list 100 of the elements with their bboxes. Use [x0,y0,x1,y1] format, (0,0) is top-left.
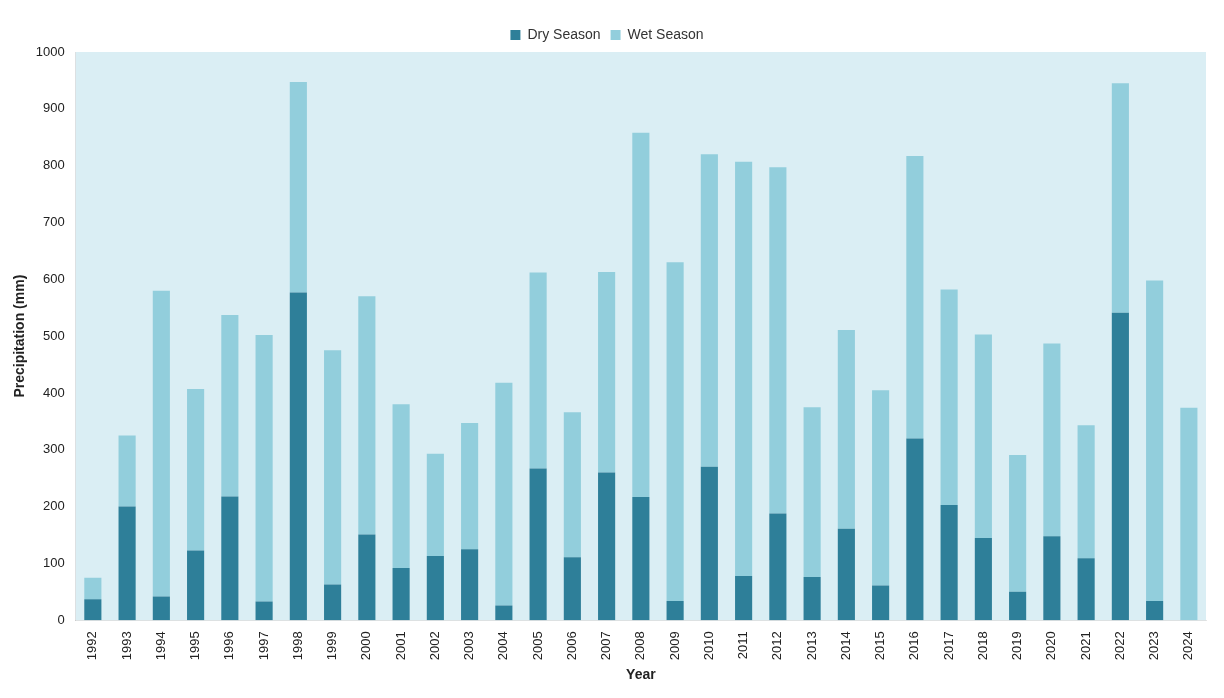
x-tick-label: 2003 [461,631,477,661]
bar [940,504,958,621]
bar [769,513,787,621]
x-tick-label: 2004 [495,631,511,661]
bar [152,290,170,597]
bar [1146,600,1164,621]
bar [632,496,650,621]
bar [906,438,924,621]
bar [598,271,616,473]
bar [1180,407,1198,621]
bar [632,132,650,497]
bar [1077,558,1095,621]
y-tick-label: 500 [43,327,65,343]
x-tick-label: 2019 [1009,631,1025,661]
bar [563,412,581,558]
x-tick-label: 2022 [1111,631,1127,661]
x-tick-label: 2021 [1077,631,1093,661]
bar [152,596,170,621]
x-tick-label: 2002 [426,631,442,661]
legend-label: Wet Season [627,25,704,42]
bar [700,154,718,467]
bar [1009,454,1027,592]
x-tick-label: 1996 [221,631,237,661]
x-tick-label: 2011 [735,631,751,660]
bar [358,534,376,621]
bar [1043,343,1061,537]
y-tick-label: 400 [43,384,65,400]
bar [906,156,924,439]
legend-label: Dry Season [527,25,601,42]
bar [324,350,342,585]
bar [700,466,718,621]
bar [118,435,136,507]
bar [837,528,855,621]
x-tick-label: 2005 [529,631,545,661]
y-tick-label: 100 [43,555,65,571]
bar [1111,312,1129,621]
bar [324,584,342,621]
bar [1043,536,1061,621]
bar [1111,83,1129,313]
bar [803,407,821,578]
x-tick-label: 2010 [700,631,716,661]
x-tick-label: 2012 [769,631,785,661]
x-tick-label: 1999 [324,631,340,661]
x-tick-label: 2008 [632,631,648,661]
bar [426,556,444,621]
x-tick-label: 2015 [872,631,888,661]
x-tick-label: 2018 [974,631,990,661]
bar [872,585,890,621]
bar [872,390,890,586]
bar [187,550,205,621]
bar [803,577,821,621]
y-tick-label: 1000 [35,43,65,59]
x-tick-label: 2007 [598,631,614,661]
x-tick-label: 2000 [358,631,374,661]
bar [563,557,581,621]
bar [1077,425,1095,559]
x-tick-label: 2006 [563,631,579,661]
bar [666,262,684,601]
y-tick-label: 200 [43,498,65,514]
bar [118,506,136,621]
bar [598,472,616,621]
x-tick-label: 1994 [152,631,168,661]
x-tick-label: 2017 [940,631,956,661]
y-tick-label: 300 [43,441,65,457]
x-tick-label: 2013 [803,631,819,661]
bar [837,329,855,529]
x-tick-label: 1998 [289,631,305,661]
bar [529,468,547,621]
x-tick-label: 1992 [84,631,100,661]
bar [735,161,753,576]
x-tick-label: 2023 [1146,631,1162,661]
x-axis-title: Year [626,666,657,683]
bar [461,549,479,621]
y-tick-label: 0 [57,611,65,627]
bar [289,82,307,293]
x-tick-label: 2016 [906,631,922,661]
bar [974,334,992,538]
x-tick-label: 1993 [118,631,134,661]
y-axis-title: Precipitation (mm) [11,274,28,398]
x-tick-label: 1995 [187,631,203,661]
bar [187,388,205,551]
y-tick-label: 600 [43,270,65,286]
bar [495,605,513,621]
bar [940,289,958,505]
bar [426,453,444,557]
y-tick-label: 700 [43,214,65,230]
bar [255,601,273,621]
bar [461,423,479,550]
bar [1009,591,1027,621]
bar [358,296,376,535]
bar [769,167,787,514]
bar [392,568,410,621]
bar [974,537,992,621]
x-tick-label: 2001 [392,631,408,661]
bar [666,600,684,621]
bar [529,272,547,469]
bar [221,315,239,497]
bar [221,496,239,621]
bar [1146,280,1164,601]
x-tick-label: 2024 [1180,631,1196,661]
